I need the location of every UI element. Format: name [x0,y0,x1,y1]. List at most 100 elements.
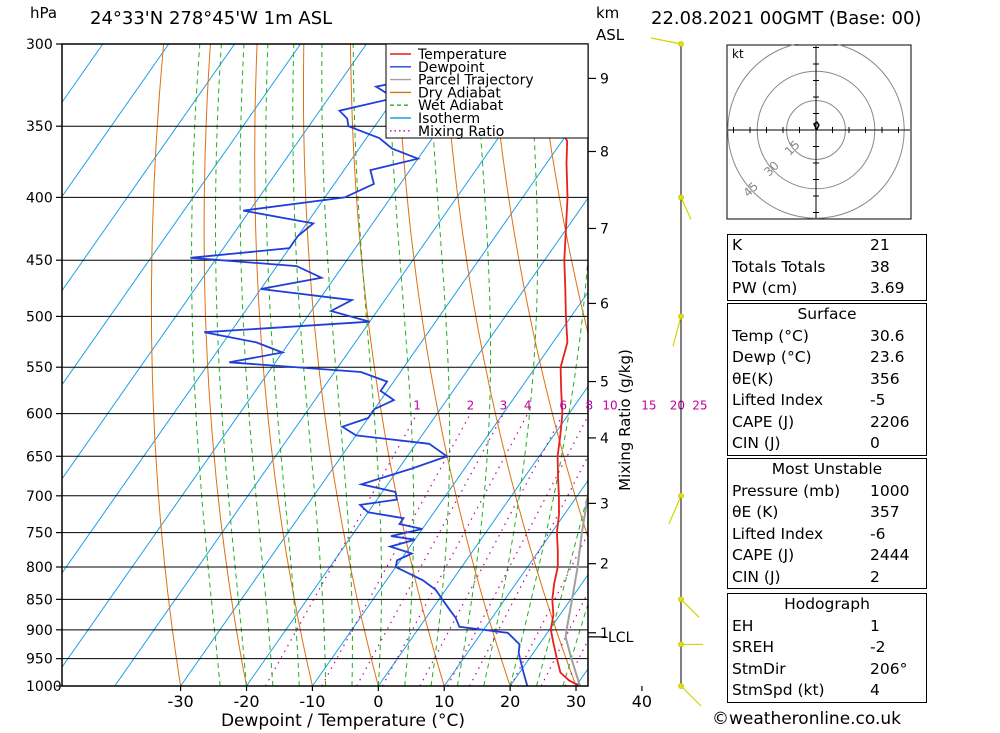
hodo-value: 4 [870,681,880,699]
mixing-ratio-line [321,413,471,686]
height-tick-label: 5 [600,375,609,391]
mu-value: 2 [870,567,880,586]
wind-barb [680,598,700,618]
mu-value: 2444 [870,546,910,564]
mu-label: θE (K) [732,503,779,521]
mixing-ratio-label: 15 [641,399,656,413]
lcl-label: LCL [608,630,634,646]
legend-label: Dewpoint [418,60,485,76]
wind-barb [668,495,682,525]
pressure-label: 350 [26,119,53,135]
mixing-ratio-line [356,413,504,686]
surface-value: -5 [870,391,886,409]
mu-value: -6 [870,524,886,543]
surface-value: 356 [870,369,900,388]
temperature-tick-label: -10 [299,692,325,711]
isotherm-line [312,291,588,686]
pressure-label: 300 [26,37,53,53]
temperature-tick-label: 30 [566,692,586,711]
series-temperature [536,44,581,686]
pressure-label: 950 [26,652,53,668]
wet-adiabat-line [215,44,247,686]
hodograph-title: Hodograph [784,595,870,613]
hodograph-trace [812,121,820,131]
surface-value: 30.6 [870,326,905,345]
wet-adiabat-line [668,44,726,686]
isotherm-line [377,385,588,686]
temperature-tick-label: 40 [632,692,652,711]
isotherm-line [62,44,367,480]
dry-adiabat-line [678,44,726,686]
hodo-value: 1 [870,616,880,635]
dry-adiabat-line [443,44,577,686]
wet-adiabat-line [509,249,588,686]
isotherm-line [62,44,433,574]
pressure-label: 600 [26,407,53,423]
most-unstable-table: Most Unstable Pressure (mb) 1000 θE (K) 35… [727,458,927,589]
hodo-value: 206° [870,659,908,678]
mu-label: CIN (J) [732,567,781,586]
mixing-ratio-label: 20 [670,399,685,413]
temperature-tick-label: 0 [373,692,383,711]
mixing-ratio-label: 10 [602,399,617,413]
hodograph-table: Hodograph EH 1 SREH -2 StmDir 206° StmSpd (… [727,593,927,703]
mixing-ratio-label: 2 [467,399,475,413]
pressure-label: 400 [26,190,53,206]
mixing-ratio-axis-label: Mixing Ratio (g/kg) [616,349,634,491]
surface-value: 0 [870,434,880,452]
dry-adiabat-line [583,44,588,76]
temperature-tick-label: 10 [434,692,454,711]
hodograph-unit: kt [732,47,744,61]
legend-label: Parcel Trajectory [418,73,534,89]
temperature-tick-label: -20 [233,692,259,711]
header-location: 24°33'N 278°45'W 1m ASL [90,8,333,29]
isotherm-line [114,44,565,686]
isotherm-line [180,103,588,686]
wet-adiabat-line [456,44,492,686]
dry-adiabat-line [396,44,511,686]
dry-adiabat-line [150,44,182,686]
wet-adiabat-line [428,44,451,686]
legend-label: Wet Adiabat [418,98,504,114]
pressure-label: 850 [26,592,53,608]
legend-label: Temperature [417,47,507,63]
mu-label: Lifted Index [732,524,824,543]
height-tick-label: 7 [600,221,609,237]
wind-barb [650,37,682,45]
wind-barb [680,197,692,220]
index-value: 3.69 [870,279,905,297]
header-unit-hpa: hPa [30,4,58,22]
index-row-k: K 21 [728,235,927,257]
wet-adiabat-line [536,491,588,686]
isotherm-line [246,197,588,686]
temperature-tick-label: 20 [500,692,520,711]
surface-label: CAPE (J) [732,412,795,431]
hodo-label: SREH [732,638,775,656]
isotherm-line [509,573,588,686]
height-tick-label: 9 [600,71,609,87]
surface-label: Lifted Index [732,391,824,409]
mixing-ratio-label: 25 [692,399,707,413]
isotherm-line [443,479,588,686]
wet-adiabat-line [239,44,274,686]
index-label: Totals Totals [732,257,826,276]
height-tick-label: 8 [600,144,609,160]
wet-adiabat-line [589,44,726,686]
mu-value: 1000 [870,481,910,500]
header-km: km [596,4,620,22]
legend-label: Isotherm [418,111,480,127]
credit-link[interactable]: ©weatheronline.co.uk [712,709,902,729]
temperature-tick-label: -30 [168,692,194,711]
surface-label: Dewp (°C) [732,348,812,366]
wet-adiabat-line [265,44,300,686]
pressure-label: 1000 [26,679,62,695]
height-tick-label: 6 [600,296,609,312]
pressure-label: 800 [26,560,53,576]
wind-barb [672,316,682,347]
mu-label: CAPE (J) [732,546,795,564]
pressure-label: 650 [26,449,53,465]
x-axis-label: Dewpoint / Temperature (°C) [221,711,465,731]
isotherm-line [575,668,588,686]
legend-label: Dry Adiabat [418,85,501,101]
dry-adiabat-line [303,44,379,686]
